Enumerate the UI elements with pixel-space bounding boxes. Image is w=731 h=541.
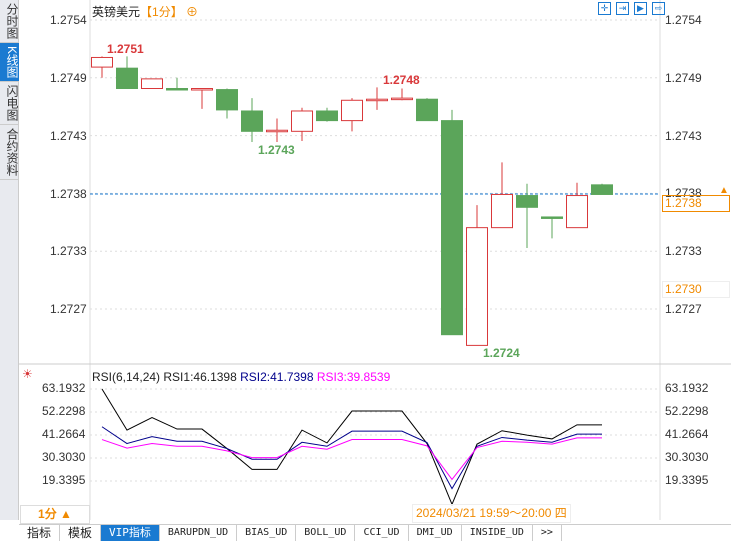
candle-body — [516, 195, 538, 208]
play-range-icon[interactable]: ▶ — [634, 2, 647, 15]
candle-body — [566, 195, 588, 229]
tab-kline[interactable]: K线图 — [0, 43, 19, 83]
tab-dmi[interactable]: DMI_UD — [409, 525, 462, 541]
price-tick-left: 1.2754 — [50, 13, 87, 27]
price-tick-right: 1.2727 — [665, 302, 702, 316]
scroll-up-icon[interactable]: ▲ — [719, 185, 729, 196]
low2-annotation: 1.2724 — [483, 346, 520, 360]
price-tick-right: 1.2738 — [665, 186, 702, 200]
candle-body — [541, 216, 563, 219]
candle-body — [91, 56, 113, 68]
candle-body — [316, 110, 338, 122]
price-tick-left: 1.2733 — [50, 244, 87, 258]
crosshair-time-label: 2024/03/21 19:59～20:00 四 — [412, 504, 571, 523]
rsi1-line — [101, 388, 602, 506]
tab-timeshare[interactable]: 分时图 — [0, 0, 19, 43]
price-tick-right: 1.2733 — [665, 244, 702, 258]
rsi2-value: RSI2:41.7398 — [240, 370, 314, 384]
current-price-label: 1.2738 — [662, 195, 730, 212]
candle-body — [166, 88, 188, 91]
candle-body — [116, 67, 138, 90]
tab-boll[interactable]: BOLL_UD — [296, 525, 356, 541]
tab-templates[interactable]: 模板 — [60, 525, 102, 541]
rsi1-value: RSI1:46.1398 — [163, 370, 237, 384]
tab-bias[interactable]: BIAS_UD — [237, 525, 297, 541]
tab-inside[interactable]: INSIDE_UD — [462, 525, 533, 541]
tab-cci[interactable]: CCI_UD — [355, 525, 409, 541]
indicator-settings-icon[interactable]: ☀ — [22, 367, 33, 381]
period-selector[interactable]: 1分 ▲ — [20, 505, 90, 524]
rsi-tick-left: 63.1932 — [42, 381, 86, 395]
marker-price-label: 1.2730 — [662, 281, 730, 298]
rsi-tick-right: 41.2664 — [665, 427, 709, 441]
rsi-header: RSI(6,14,24) RSI1:46.1398 RSI2:41.7398 R… — [92, 370, 390, 384]
price-tick-left: 1.2727 — [50, 302, 87, 316]
candle-body — [591, 184, 613, 195]
price-tick-right: 1.2743 — [665, 129, 702, 143]
rsi3-line — [101, 437, 602, 481]
rsi-tick-left: 30.3030 — [42, 450, 86, 464]
chart-title: 英镑美元【1分】 ⊕ — [92, 3, 198, 20]
candle-body — [416, 98, 438, 122]
rsi3-value: RSI3:39.8539 — [316, 370, 391, 384]
candle-body — [216, 89, 238, 111]
fit-range-icon[interactable]: ⇥ — [616, 2, 629, 15]
tab-indicators[interactable]: 指标 — [19, 525, 61, 541]
candle-body — [266, 129, 288, 133]
tab-flash[interactable]: 闪电图 — [0, 82, 19, 126]
rsi-tick-right: 52.2298 — [665, 404, 709, 418]
candle-body — [191, 88, 213, 91]
price-tick-right: 1.2749 — [665, 71, 702, 85]
tab-vip-indicators[interactable]: VIP指标 — [101, 525, 160, 541]
high2-annotation: 1.2748 — [383, 73, 420, 87]
crosshair-icon[interactable]: ✛ — [598, 2, 611, 15]
rsi-tick-left: 52.2298 — [42, 404, 86, 418]
indicator-tabs: 指标 模板 VIP指标 BARUPDN_UD BIAS_UD BOLL_UD C… — [19, 524, 731, 541]
rsi-tick-left: 19.3395 — [42, 473, 86, 487]
tab-barupdn[interactable]: BARUPDN_UD — [160, 525, 238, 541]
candle-body — [441, 120, 463, 336]
rsi-tick-left: 41.2664 — [42, 427, 86, 441]
period-label: 【1分】 — [140, 5, 183, 19]
candle-body — [366, 98, 388, 102]
price-tick-left: 1.2743 — [50, 129, 87, 143]
rsi2-line — [101, 426, 602, 490]
high-annotation: 1.2751 — [107, 42, 144, 56]
view-sidebar: 分时图 K线图 闪电图 合约资料 — [0, 0, 19, 520]
tab-contract-info[interactable]: 合约资料 — [0, 125, 19, 181]
rsi-tick-right: 63.1932 — [665, 381, 709, 395]
price-tick-left: 1.2749 — [50, 71, 87, 85]
candle-body — [241, 110, 263, 132]
candle-body — [141, 78, 163, 90]
candle-body — [466, 227, 488, 346]
goto-end-icon[interactable]: ⇨ — [652, 2, 665, 15]
candle-body — [491, 193, 513, 229]
candle-body — [291, 110, 313, 132]
rsi-tick-right: 30.3030 — [665, 450, 709, 464]
circle-plus-icon[interactable]: ⊕ — [186, 5, 199, 19]
symbol-name: 英镑美元 — [92, 5, 141, 19]
price-tick-left: 1.2738 — [50, 187, 87, 201]
candle-body — [341, 99, 363, 122]
low-annotation: 1.2743 — [258, 143, 295, 157]
tab-more[interactable]: >> — [533, 525, 562, 541]
rsi-label: RSI(6,14,24) — [92, 370, 161, 384]
price-tick-right: 1.2754 — [665, 13, 702, 27]
candle-body — [391, 97, 413, 101]
rsi-tick-right: 19.3395 — [665, 473, 709, 487]
